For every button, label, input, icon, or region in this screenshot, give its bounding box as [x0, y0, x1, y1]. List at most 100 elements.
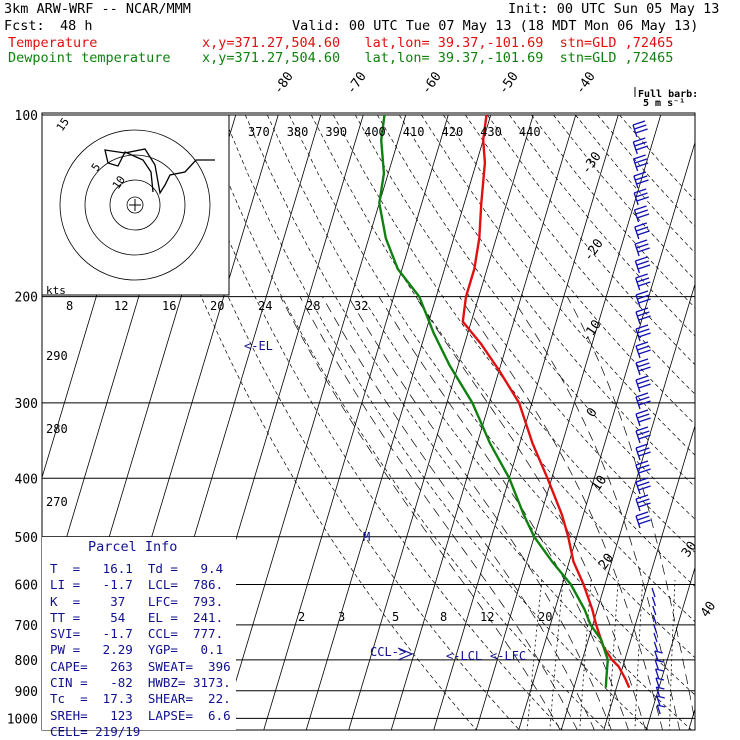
wind-barb-staff — [635, 430, 641, 444]
wind-barb-flag — [638, 281, 651, 287]
wind-barb-staff — [653, 632, 658, 643]
wind-barb-flag — [657, 704, 666, 708]
moist-adiabat-line — [459, 296, 663, 730]
theta-tick-label: 370 — [248, 125, 270, 139]
isotherm-tick-label: -50 — [496, 69, 522, 97]
parcel-info-row: CELL= 219/19 — [50, 723, 141, 739]
wind-barb-flag — [638, 502, 651, 508]
theta-tick-label: 290 — [46, 349, 68, 363]
moist-adiabat-line — [566, 296, 695, 724]
wind-barb-flag — [636, 260, 649, 266]
wind-barb-staff — [653, 641, 659, 652]
isotherm-tick-label: -20 — [581, 236, 607, 264]
wind-barb-staff — [635, 362, 641, 376]
pressure-tick-label: 300 — [15, 397, 38, 412]
wind-barb-flag — [637, 515, 650, 521]
isotherm-tick-label: 0 — [584, 405, 601, 420]
isotherm-line — [348, 114, 534, 730]
hodograph-ring-label: 10 — [110, 173, 128, 191]
wind-barb-staff — [635, 345, 641, 359]
wind-barb-flag — [635, 307, 649, 313]
wind-barb-staff — [655, 677, 660, 688]
pressure-tick-label: 800 — [15, 654, 38, 669]
mixing-ratio-tick-label: 3 — [338, 610, 345, 624]
pressure-tick-label: 1000 — [7, 712, 38, 727]
pressure-tick-label: 400 — [15, 472, 38, 487]
wind-barb-flag — [637, 379, 650, 385]
dry-adiabat-line — [376, 114, 695, 520]
mixing-ratio-line — [669, 580, 676, 730]
wind-barb-flag — [656, 686, 665, 690]
wind-barb-staff — [635, 464, 641, 478]
mixing-ratio-tick-label: 8 — [440, 610, 447, 624]
isotherm-line — [603, 424, 695, 730]
moist-adiabat-line — [415, 296, 646, 730]
wind-barb-flag — [636, 213, 650, 219]
wind-barb-flag — [638, 349, 651, 355]
wind-barb-staff — [656, 695, 661, 706]
dry-adiabat-line — [399, 114, 695, 488]
isotherm-tick-label: -10 — [579, 317, 605, 345]
pressure-tick-label: 900 — [15, 685, 38, 700]
wind-barb-flag — [655, 668, 664, 672]
hodograph-speed-tick: 24 — [258, 299, 272, 313]
parcel-info-title: Parcel Info — [88, 539, 178, 555]
dry-adiabat-line — [244, 114, 693, 730]
pressure-tick-label: 100 — [15, 109, 38, 124]
isotherm-line — [731, 115, 740, 731]
temperature-legend: Temperature — [8, 35, 98, 51]
wind-barb-staff — [635, 379, 641, 393]
pressure-tick-label: 200 — [15, 291, 38, 306]
wind-barb-flag — [633, 137, 646, 143]
barb-legend-title: Full barb: — [638, 89, 698, 100]
wind-barb-flag — [637, 328, 650, 334]
parcel-info-row: LI = -1.7 LCL= 786. — [50, 577, 224, 593]
isotherm-line — [263, 114, 449, 730]
parcel-info-row: Tc = 17.3 SHEAR= 22. — [50, 691, 231, 707]
hodograph-ring — [109, 179, 161, 231]
wind-barb-staff — [654, 650, 659, 661]
forecast-label: Fcst: — [4, 18, 45, 34]
wind-barb-staff — [635, 413, 641, 427]
parcel-info-panel: Parcel Info T = 16.1 Td = 9.4 LI = -1.7 L… — [44, 537, 236, 739]
temperature-profile — [461, 114, 631, 689]
temperature-location: x,y=371.27,504.60 lat,lon= 39.37,-101.69… — [202, 35, 674, 51]
wind-barb-flag — [637, 464, 650, 470]
wind-barb-flag — [638, 298, 651, 304]
hodograph-speed-tick: 28 — [306, 299, 320, 313]
dewpoint-profile — [378, 114, 609, 688]
hodograph-trace — [104, 148, 215, 195]
wind-barb-flag — [637, 230, 650, 236]
wind-barb-flag — [655, 659, 664, 663]
isotherm-tick-label: 30 — [679, 539, 700, 560]
dry-adiabat-line — [288, 114, 695, 659]
mixing-ratio-tick-label: 20 — [538, 610, 552, 624]
mixing-ratio-tick-label: 5 — [392, 610, 399, 624]
ccl-marker: CCL-> — [370, 645, 406, 659]
wind-barb-flag — [635, 145, 649, 151]
parcel-info-rows: T = 16.1 Td = 9.4 LI = -1.7 LCL= 786. K = … — [50, 561, 231, 740]
wind-barb-flag — [635, 128, 648, 134]
hodograph-center — [126, 196, 144, 214]
wind-barb-flag — [635, 341, 649, 347]
hodograph-unit: kts — [46, 284, 66, 297]
wind-barb-flag — [635, 443, 649, 449]
wind-barb-flag — [634, 239, 648, 245]
wind-barb-staff — [632, 141, 638, 155]
dry-adiabat-line — [553, 114, 695, 281]
theta-tick-label: 420 — [442, 125, 464, 139]
wind-barb-flag — [637, 481, 650, 487]
wind-barb-staff — [634, 260, 641, 274]
wind-barb-flag — [635, 494, 649, 500]
wind-barb-flag — [638, 434, 651, 440]
wind-barb-flag — [635, 273, 648, 279]
init-time: Init: 00 UTC Sun 05 May 13 — [508, 1, 720, 17]
theta-tick-label: 400 — [364, 125, 386, 139]
wind-barb-flag — [635, 392, 649, 398]
wind-barb-flag — [634, 222, 648, 228]
wind-barb-flag — [637, 498, 650, 504]
moist-adiabat-line — [322, 296, 595, 730]
wind-barb-staff — [633, 175, 639, 189]
parcel-info-row: CIN = -82 HWBZ= 3173. — [50, 675, 231, 691]
